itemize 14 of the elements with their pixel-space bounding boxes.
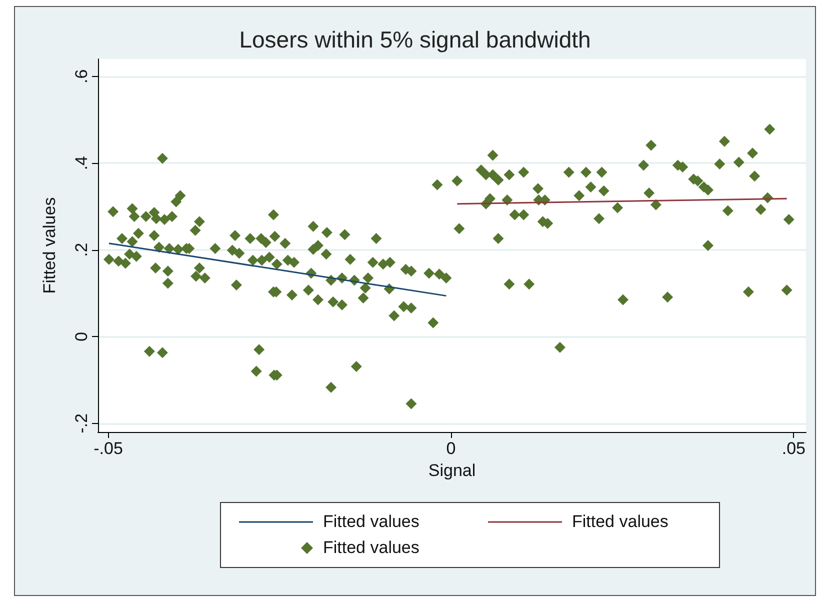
y-tick-label: .4 [72,156,91,170]
x-axis-title: Signal [428,460,476,480]
legend-label: Fitted values [323,512,420,532]
y-tick-label: .6 [72,69,91,84]
y-axis-title: Fitted values [40,197,59,294]
legend-label: Fitted values [572,512,668,532]
y-tick-label: 0 [72,332,91,342]
x-tick-label: .05 [782,439,806,458]
x-tick-label: -.05 [94,439,123,458]
chart-title: Losers within 5% signal bandwidth [239,26,591,52]
y-tick-label: .2 [72,242,91,257]
x-tick-label: 0 [446,439,456,458]
legend-label: Fitted values [323,538,420,558]
y-tick-label: -.2 [72,413,91,434]
